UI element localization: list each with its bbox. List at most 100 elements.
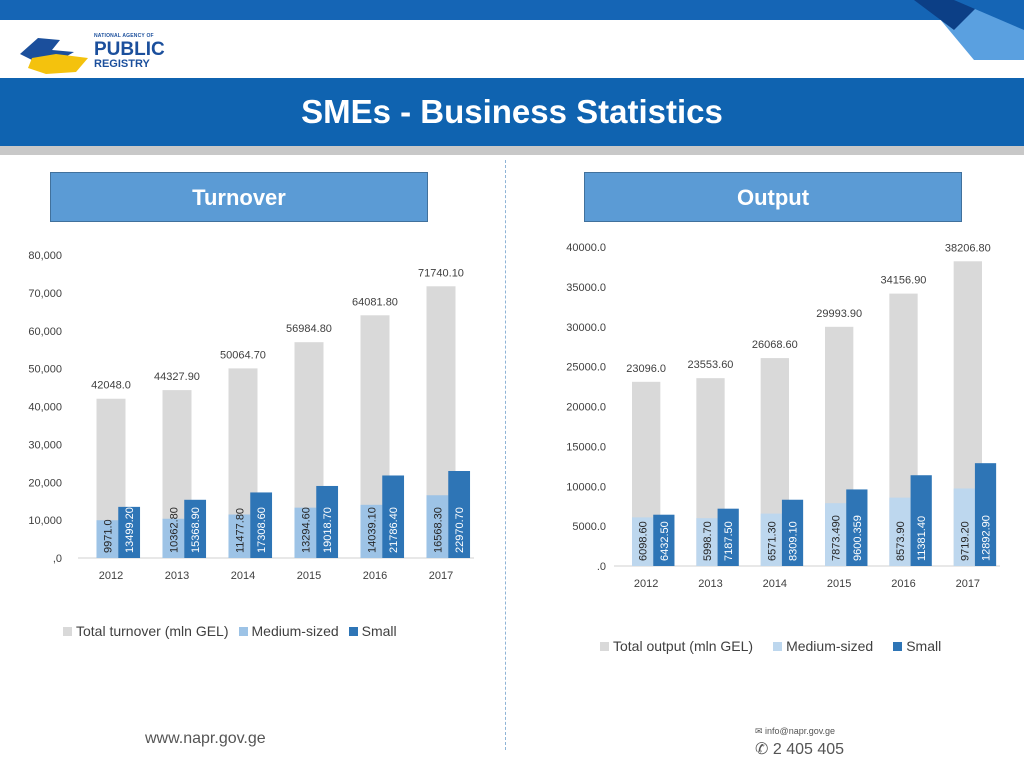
output-category-label: 2012 <box>634 578 658 590</box>
legend-label-small-output: Small <box>906 638 942 654</box>
turnover-small-label: 21786.40 <box>388 507 400 553</box>
turnover-total-label: 42048.0 <box>91 380 131 392</box>
legend-swatch-small <box>348 626 358 636</box>
turnover-category-label: 2012 <box>99 570 123 582</box>
footer-website-link[interactable]: www.napr.gov.ge <box>145 730 266 747</box>
turnover-small-label: 22970.70 <box>454 507 466 553</box>
turnover-medium-bar <box>294 507 317 558</box>
turnover-medium-label: 13294.60 <box>300 507 312 553</box>
logo-mid-text: REGISTRY <box>94 58 150 70</box>
turnover-total-label: 44327.90 <box>154 371 200 383</box>
turnover-category-label: 2013 <box>165 570 189 582</box>
output-medium-bar <box>760 513 782 566</box>
turnover-medium-label: 11477.80 <box>234 508 246 553</box>
output-medium-bar <box>696 518 718 566</box>
output-y-tick-label: 15000.0 <box>566 441 606 453</box>
output-y-tick-label: 10000.0 <box>566 481 606 493</box>
output-y-tick-label: 20000.0 <box>566 402 606 414</box>
corner-decoration <box>914 0 1024 60</box>
output-category-label: 2017 <box>956 578 980 590</box>
title-underline <box>0 146 1024 155</box>
output-small-label: 9600.359 <box>852 515 864 561</box>
top-stripe <box>0 0 1024 20</box>
turnover-total-label: 50064.70 <box>220 349 266 361</box>
legend-label-medium: Medium-sized <box>251 623 339 639</box>
turnover-y-tick-label: 70,000 <box>28 288 62 300</box>
turnover-category-label: 2015 <box>297 570 321 582</box>
turnover-small-bar <box>382 475 405 558</box>
turnover-y-tick-label: 50,000 <box>28 364 62 376</box>
output-category-label: 2014 <box>763 578 787 590</box>
output-total-label: 29993.90 <box>816 308 862 320</box>
turnover-small-bar <box>250 492 273 558</box>
turnover-small-label: 15368.90 <box>190 507 202 553</box>
output-small-bar <box>910 475 932 566</box>
output-total-label: 23553.60 <box>688 359 734 371</box>
turnover-y-tick-label: 80,000 <box>28 250 62 262</box>
output-medium-label: 6098.60 <box>638 521 650 561</box>
footer-phone: ✆ 2 405 405 <box>755 741 845 758</box>
turnover-medium-bar <box>426 495 449 558</box>
output-small-label: 6432.50 <box>659 521 671 561</box>
turnover-category-label: 2016 <box>363 570 387 582</box>
output-medium-bar <box>953 488 975 566</box>
turnover-legend: Total turnover (mln GEL) Medium-sized Sm… <box>63 623 397 639</box>
legend-item-small-output: Small <box>893 638 941 654</box>
legend-label-small: Small <box>361 623 397 639</box>
legend-label-medium-output: Medium-sized <box>786 638 874 654</box>
turnover-small-label: 13499.20 <box>124 507 136 553</box>
turnover-medium-bar <box>360 504 383 558</box>
turnover-y-tick-label: 30,000 <box>28 439 62 451</box>
output-y-tick-label: 40000.0 <box>566 242 606 254</box>
output-medium-label: 5998.70 <box>702 521 714 561</box>
turnover-medium-label: 16568.30 <box>432 507 444 553</box>
turnover-category-label: 2017 <box>429 570 453 582</box>
output-legend: Total output (mln GEL) Medium-sized Smal… <box>600 638 941 654</box>
footer-phone-text: 2 405 405 <box>772 741 845 758</box>
output-small-bar <box>717 508 739 566</box>
output-y-tick-label: 35000.0 <box>566 282 606 294</box>
legend-item-medium: Medium-sized <box>238 623 339 639</box>
output-small-bar <box>781 499 804 566</box>
output-medium-bar <box>632 517 654 566</box>
output-category-label: 2015 <box>827 578 851 590</box>
output-small-label: 12892.90 <box>981 515 993 561</box>
output-small-label: 8309.10 <box>788 521 800 561</box>
output-medium-label: 9719.20 <box>959 521 971 561</box>
output-y-tick-label: 5000.0 <box>572 521 606 533</box>
turnover-category-label: 2014 <box>231 570 255 582</box>
output-small-label: 7187.50 <box>723 521 735 561</box>
output-small-label: 11381.40 <box>916 516 928 561</box>
legend-item-total-output: Total output (mln GEL) <box>600 638 753 654</box>
output-total-label: 23096.0 <box>626 363 666 375</box>
turnover-y-tick-label: 40,000 <box>28 402 62 414</box>
agency-logo-text: NATIONAL AGENCY OF PUBLIC REGISTRY <box>94 34 165 70</box>
turnover-small-label: 17308.60 <box>256 507 268 553</box>
turnover-y-tick-label: 20,000 <box>28 477 62 489</box>
footer-email[interactable]: ✉ info@napr.gov.ge <box>755 726 836 736</box>
turnover-total-label: 64081.80 <box>352 296 398 308</box>
legend-swatch-total-output <box>600 641 609 651</box>
output-y-tick-label: .0 <box>597 561 606 573</box>
turnover-heading: Turnover <box>50 172 428 222</box>
output-small-bar <box>846 489 868 566</box>
output-small-bar <box>974 463 997 566</box>
legend-swatch-medium-output <box>773 641 783 651</box>
legend-swatch-total <box>63 626 72 636</box>
turnover-y-tick-label: 10,000 <box>28 515 62 527</box>
legend-item-medium-output: Medium-sized <box>773 638 873 654</box>
output-medium-label: 6571.30 <box>766 521 778 561</box>
output-total-label: 34156.90 <box>881 275 927 287</box>
output-small-bar <box>653 514 675 566</box>
output-medium-bar <box>825 503 847 566</box>
turnover-medium-label: 14039.10 <box>366 507 378 553</box>
output-medium-bar <box>889 497 911 566</box>
turnover-small-bar <box>448 470 471 558</box>
legend-label-total-output: Total output (mln GEL) <box>613 638 754 654</box>
logo-small-text: NATIONAL AGENCY OF <box>94 33 154 39</box>
logo-big-text: PUBLIC <box>94 39 165 60</box>
turnover-small-bar <box>184 499 207 558</box>
output-medium-label: 8573.90 <box>895 521 907 561</box>
section-divider <box>505 160 506 750</box>
